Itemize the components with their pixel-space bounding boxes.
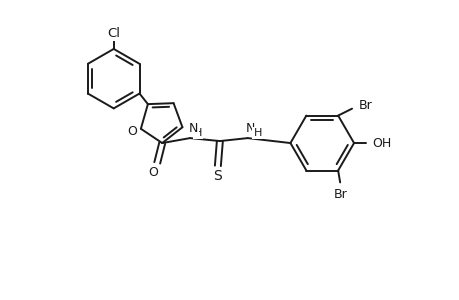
Text: O: O: [148, 166, 158, 179]
Text: Br: Br: [358, 99, 372, 112]
Text: N: N: [246, 122, 255, 135]
Text: Cl: Cl: [107, 27, 120, 40]
Text: N: N: [188, 122, 197, 135]
Text: H: H: [193, 128, 202, 138]
Text: O: O: [127, 125, 137, 138]
Text: H: H: [253, 128, 261, 138]
Text: Br: Br: [332, 188, 346, 201]
Text: OH: OH: [371, 136, 391, 149]
Text: S: S: [213, 169, 222, 183]
